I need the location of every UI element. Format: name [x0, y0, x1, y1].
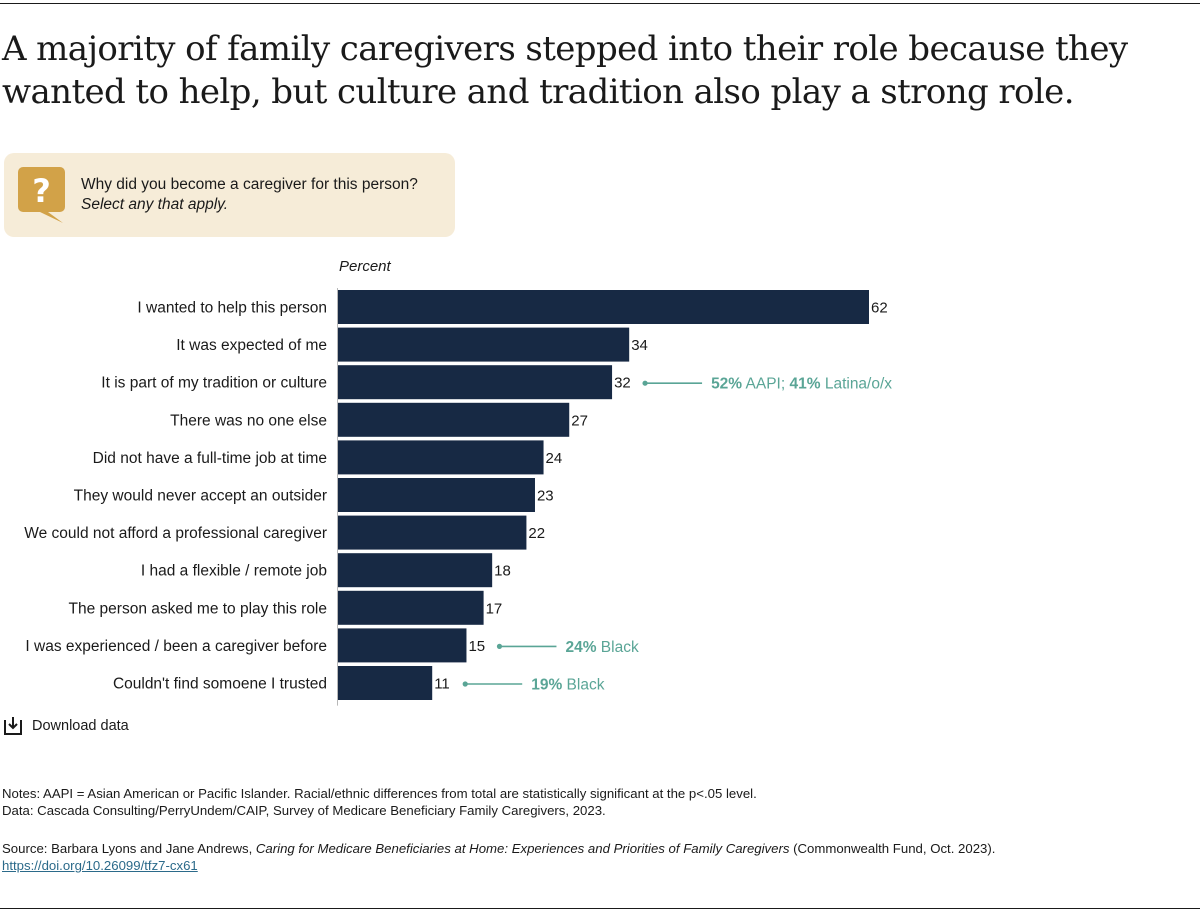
annotation-part: Black — [596, 639, 638, 656]
notes-line: Notes: AAPI = Asian American or Pacific … — [2, 786, 757, 801]
bar — [338, 515, 527, 550]
annotation-part: Latina/o/x — [821, 376, 893, 393]
svg-text:?: ? — [32, 172, 51, 210]
category-label: They would never accept an outsider — [74, 488, 327, 505]
question-main: Why did you become a caregiver for this … — [81, 176, 418, 193]
category-label: Couldn't find somoene I trusted — [113, 676, 327, 693]
question-text: Why did you become a caregiver for this … — [81, 175, 418, 215]
annotation-part: AAPI; — [742, 376, 789, 393]
chart-title: A majority of family caregivers stepped … — [2, 29, 1128, 112]
category-label: There was no one else — [170, 412, 327, 429]
bar — [338, 365, 613, 400]
source-publication: Caring for Medicare Beneficiaries at Hom… — [255, 841, 790, 856]
x-axis-title: Percent — [339, 258, 392, 275]
annotation-label: 19% Black — [531, 677, 604, 694]
value-label: 23 — [537, 488, 554, 505]
annotation-part: 41% — [789, 376, 820, 393]
category-label: The person asked me to play this role — [69, 600, 327, 617]
question-bubble-icon: ? — [18, 167, 65, 223]
value-label: 17 — [486, 600, 503, 617]
question-box: ? Why did you become a caregiver for thi… — [4, 153, 455, 237]
value-label: 15 — [468, 638, 485, 655]
category-label: We could not afford a professional careg… — [24, 525, 327, 542]
category-label: It was expected of me — [176, 337, 327, 354]
annotation-part: 24% — [565, 639, 596, 656]
bar — [338, 590, 484, 625]
bar — [338, 478, 535, 512]
value-label: 32 — [614, 375, 631, 392]
bar — [338, 402, 570, 437]
bar — [338, 290, 869, 324]
value-label: 34 — [631, 337, 648, 354]
source-prefix: Source: Barbara Lyons and Jane Andrews, — [2, 841, 256, 856]
bar-chart: Percent I wanted to help this person 62 It … — [24, 258, 892, 706]
source-link[interactable]: https://doi.org/10.26099/tfz7-cx61 — [2, 858, 198, 873]
category-label: It is part of my tradition or culture — [101, 375, 327, 392]
bar — [338, 327, 630, 362]
category-label: I was experienced / been a caregiver bef… — [25, 638, 327, 655]
source-suffix: (Commonwealth Fund, Oct. 2023). — [789, 841, 996, 856]
download-data-button[interactable]: Download data — [4, 716, 129, 736]
question-instruction: Select any that apply. — [81, 196, 229, 213]
data-line: Data: Cascada Consulting/PerryUndem/CAIP… — [2, 803, 606, 818]
annotation-label: 24% Black — [565, 639, 638, 656]
value-label: 62 — [871, 300, 888, 317]
annotation-part: Black — [562, 677, 604, 694]
notes: Notes: AAPI = Asian American or Pacific … — [2, 785, 757, 819]
category-label: Did not have a full-time job at time — [93, 450, 327, 467]
top-rule — [0, 3, 1200, 4]
source: Source: Barbara Lyons and Jane Andrews, … — [2, 840, 1192, 874]
download-icon — [4, 717, 22, 735]
value-label: 27 — [571, 412, 588, 429]
annotation-part: 52% — [711, 376, 742, 393]
annotation-part: 19% — [531, 677, 562, 694]
bar — [338, 666, 433, 700]
value-label: 22 — [528, 525, 545, 542]
value-label: 18 — [494, 563, 511, 580]
bar — [338, 440, 544, 475]
category-label: I had a flexible / remote job — [141, 563, 327, 580]
value-label: 24 — [546, 450, 563, 467]
bottom-rule — [0, 908, 1200, 909]
bar — [338, 628, 467, 663]
category-label: I wanted to help this person — [137, 300, 327, 317]
bar — [338, 553, 493, 588]
source-line: Source: Barbara Lyons and Jane Andrews, … — [2, 840, 1192, 857]
value-label: 11 — [434, 676, 450, 693]
download-label: Download data — [32, 718, 129, 734]
annotation-label: 52% AAPI; 41% Latina/o/x — [711, 376, 892, 393]
